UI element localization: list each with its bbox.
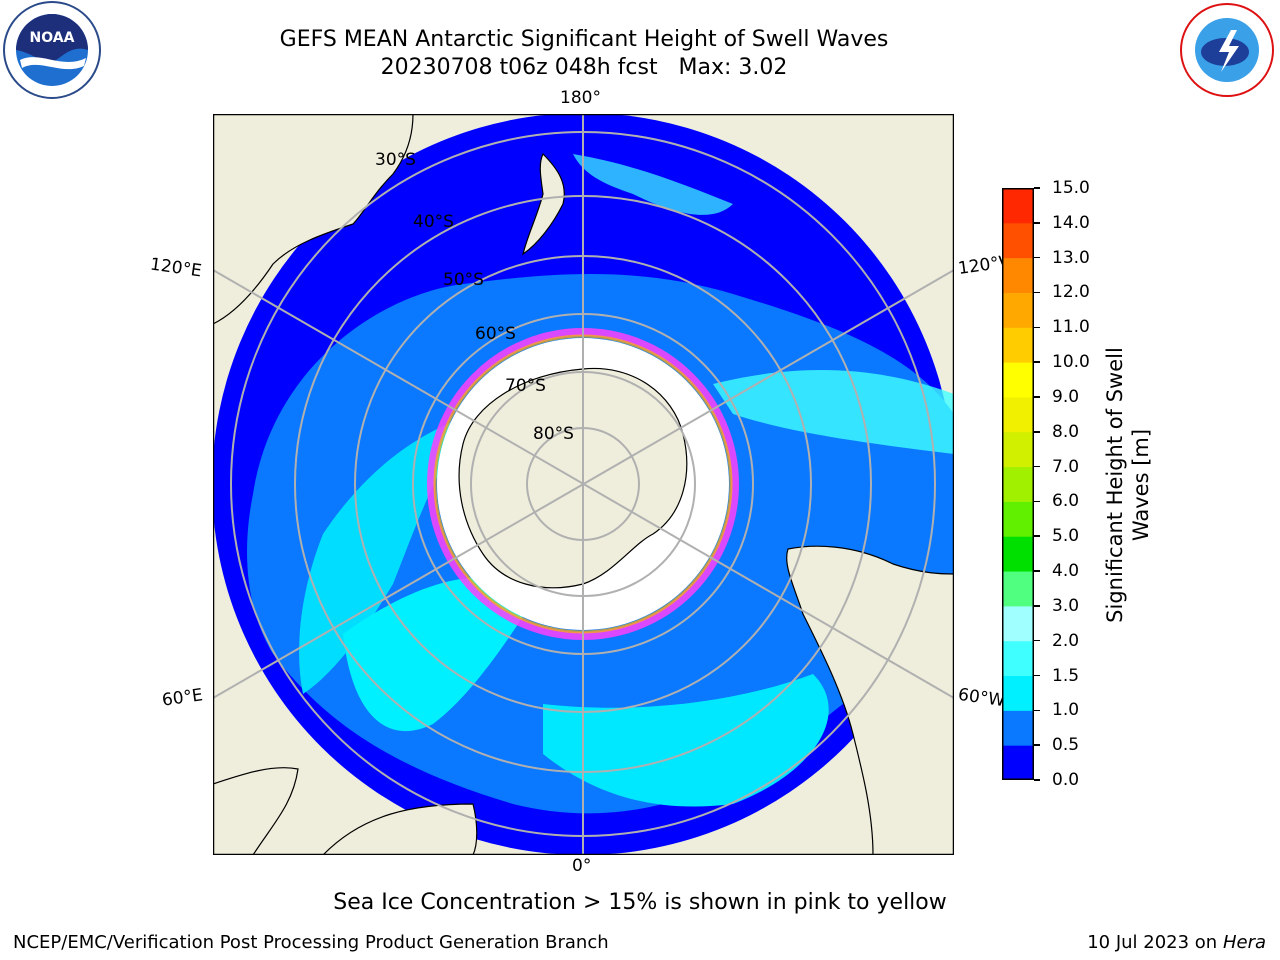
sea-ice-note: Sea Ice Concentration > 15% is shown in … [333,890,947,915]
colorbar-tick-label: 10.0 [1052,352,1090,373]
colorbar-tick-label: 8.0 [1052,421,1080,442]
colorbar-tick-label: 7.0 [1052,456,1080,477]
colorbar-tick-label: 6.0 [1052,491,1080,512]
colorbar-segment [1002,710,1034,746]
colorbar-segment [1002,675,1034,711]
colorbar-frame [1002,188,1034,780]
national-weather-service-logo [1175,0,1279,104]
colorbar-segment [1002,536,1034,572]
colorbar-segment [1002,292,1034,328]
lon-label-right-lower: 60°W [957,685,1002,712]
footer-date: 10 Jul 2023 on Hera [1087,932,1266,953]
colorbar-tick-mark [1034,396,1040,398]
colorbar-tick-mark [1034,291,1040,294]
colorbar-tick-label: 0.0 [1052,770,1080,790]
colorbar-tick-mark [1034,187,1040,189]
colorbar-tick-label: 13.0 [1052,247,1090,268]
colorbar-segment [1002,222,1034,259]
graticule [213,114,954,855]
colorbar-tick-mark [1034,326,1040,329]
colorbar-tick-label: 9.0 [1052,386,1080,407]
colorbar-tick-mark [1034,605,1040,607]
lon-label-top: 180° [560,88,601,108]
title-line-1: GEFS MEAN Antarctic Significant Height o… [279,27,889,52]
colorbar-segment [1002,188,1034,224]
colorbar-tick-label: 4.0 [1052,561,1080,582]
colorbar-tick-mark [1034,779,1040,781]
colorbar-tick-mark [1034,431,1040,433]
colorbar-segment [1002,605,1034,642]
lat-label-50: 50°S [443,270,484,290]
footer-producer: NCEP/EMC/Verification Post Processing Pr… [13,932,609,953]
lat-label-80: 80°S [533,424,574,444]
lon-label-right-lower-clip: 60°W [957,685,1002,715]
lon-label-left-lower: 60°E [160,685,205,711]
colorbar-label: Significant Height of Swell Waves [m] [1103,347,1153,623]
colorbar-segment [1002,257,1034,293]
colorbar-tick-label: 12.0 [1052,282,1090,303]
colorbar-tick-label: 3.0 [1052,595,1080,616]
lat-label-60: 60°S [475,324,516,344]
colorbar-tick-mark [1034,570,1040,572]
colorbar-tick-mark [1034,639,1040,642]
colorbar-tick-mark [1034,500,1040,503]
footer-host: Hera [1222,932,1266,953]
colorbar-tick-label: 14.0 [1052,212,1090,233]
africa [322,803,478,855]
colorbar-segment [1002,327,1034,363]
svg-text:NOAA: NOAA [30,30,75,46]
madagascar-region [213,767,299,855]
noaa-logo: NOAA [0,0,104,104]
colorbar-tick-mark [1034,709,1040,712]
lon-label-left-upper: 120°E [148,254,203,282]
colorbar-segment [1002,431,1034,468]
colorbar-tick-label: 1.0 [1052,700,1080,721]
colorbar-tick-label: 0.5 [1052,735,1080,756]
colorbar-tick-label: 11.0 [1052,317,1090,338]
colorbar-tick-mark [1034,674,1040,677]
colorbar-tick-mark [1034,361,1040,363]
lon-label-bottom: 0° [572,856,592,876]
colorbar-segment [1002,745,1034,781]
title-line-2: 20230708 t06z 048h fcst Max: 3.02 [380,55,788,80]
new-zealand [522,152,565,256]
lat-label-70: 70°S [505,376,546,396]
colorbar-tick-mark [1034,256,1040,259]
colorbar-tick-mark [1034,465,1040,468]
colorbar-tick-mark [1034,222,1040,224]
lat-label-30: 30°S [375,150,416,170]
colorbar-ticks: 0.0 0.5 1.0 1.5 2.0 3.0 4.0 5.0 6.0 7.0 8.0 9.0 10.0… [1034,178,1114,790]
colorbar-tick-label: 2.0 [1052,630,1080,651]
colorbar-segment [1002,362,1034,398]
colorbar-segment [1002,501,1034,537]
colorbar-tick-label: 15.0 [1052,178,1090,198]
colorbar-tick-mark [1034,744,1040,746]
chart-title: GEFS MEAN Antarctic Significant Height o… [0,26,1168,82]
colorbar-tick-label: 5.0 [1052,526,1080,547]
colorbar-segment [1002,466,1034,502]
australia [213,114,414,325]
polar-map: 30°S 40°S 50°S 60°S 70°S 80°S [212,113,955,856]
colorbar-segment [1002,640,1034,677]
lat-label-40: 40°S [413,212,454,232]
colorbar-tick-mark [1034,535,1040,537]
south-america [786,545,954,855]
colorbar-segment [1002,396,1034,433]
lon-label-right-upper: 120°W [957,253,1002,279]
lon-label-right-upper-clip: 120°W [957,253,1002,283]
colorbar-segment [1002,571,1034,607]
colorbar [1002,188,1034,781]
colorbar-tick-label: 1.5 [1052,665,1080,686]
footer-date-text: 10 Jul 2023 on [1087,932,1223,953]
map-frame [212,113,955,856]
